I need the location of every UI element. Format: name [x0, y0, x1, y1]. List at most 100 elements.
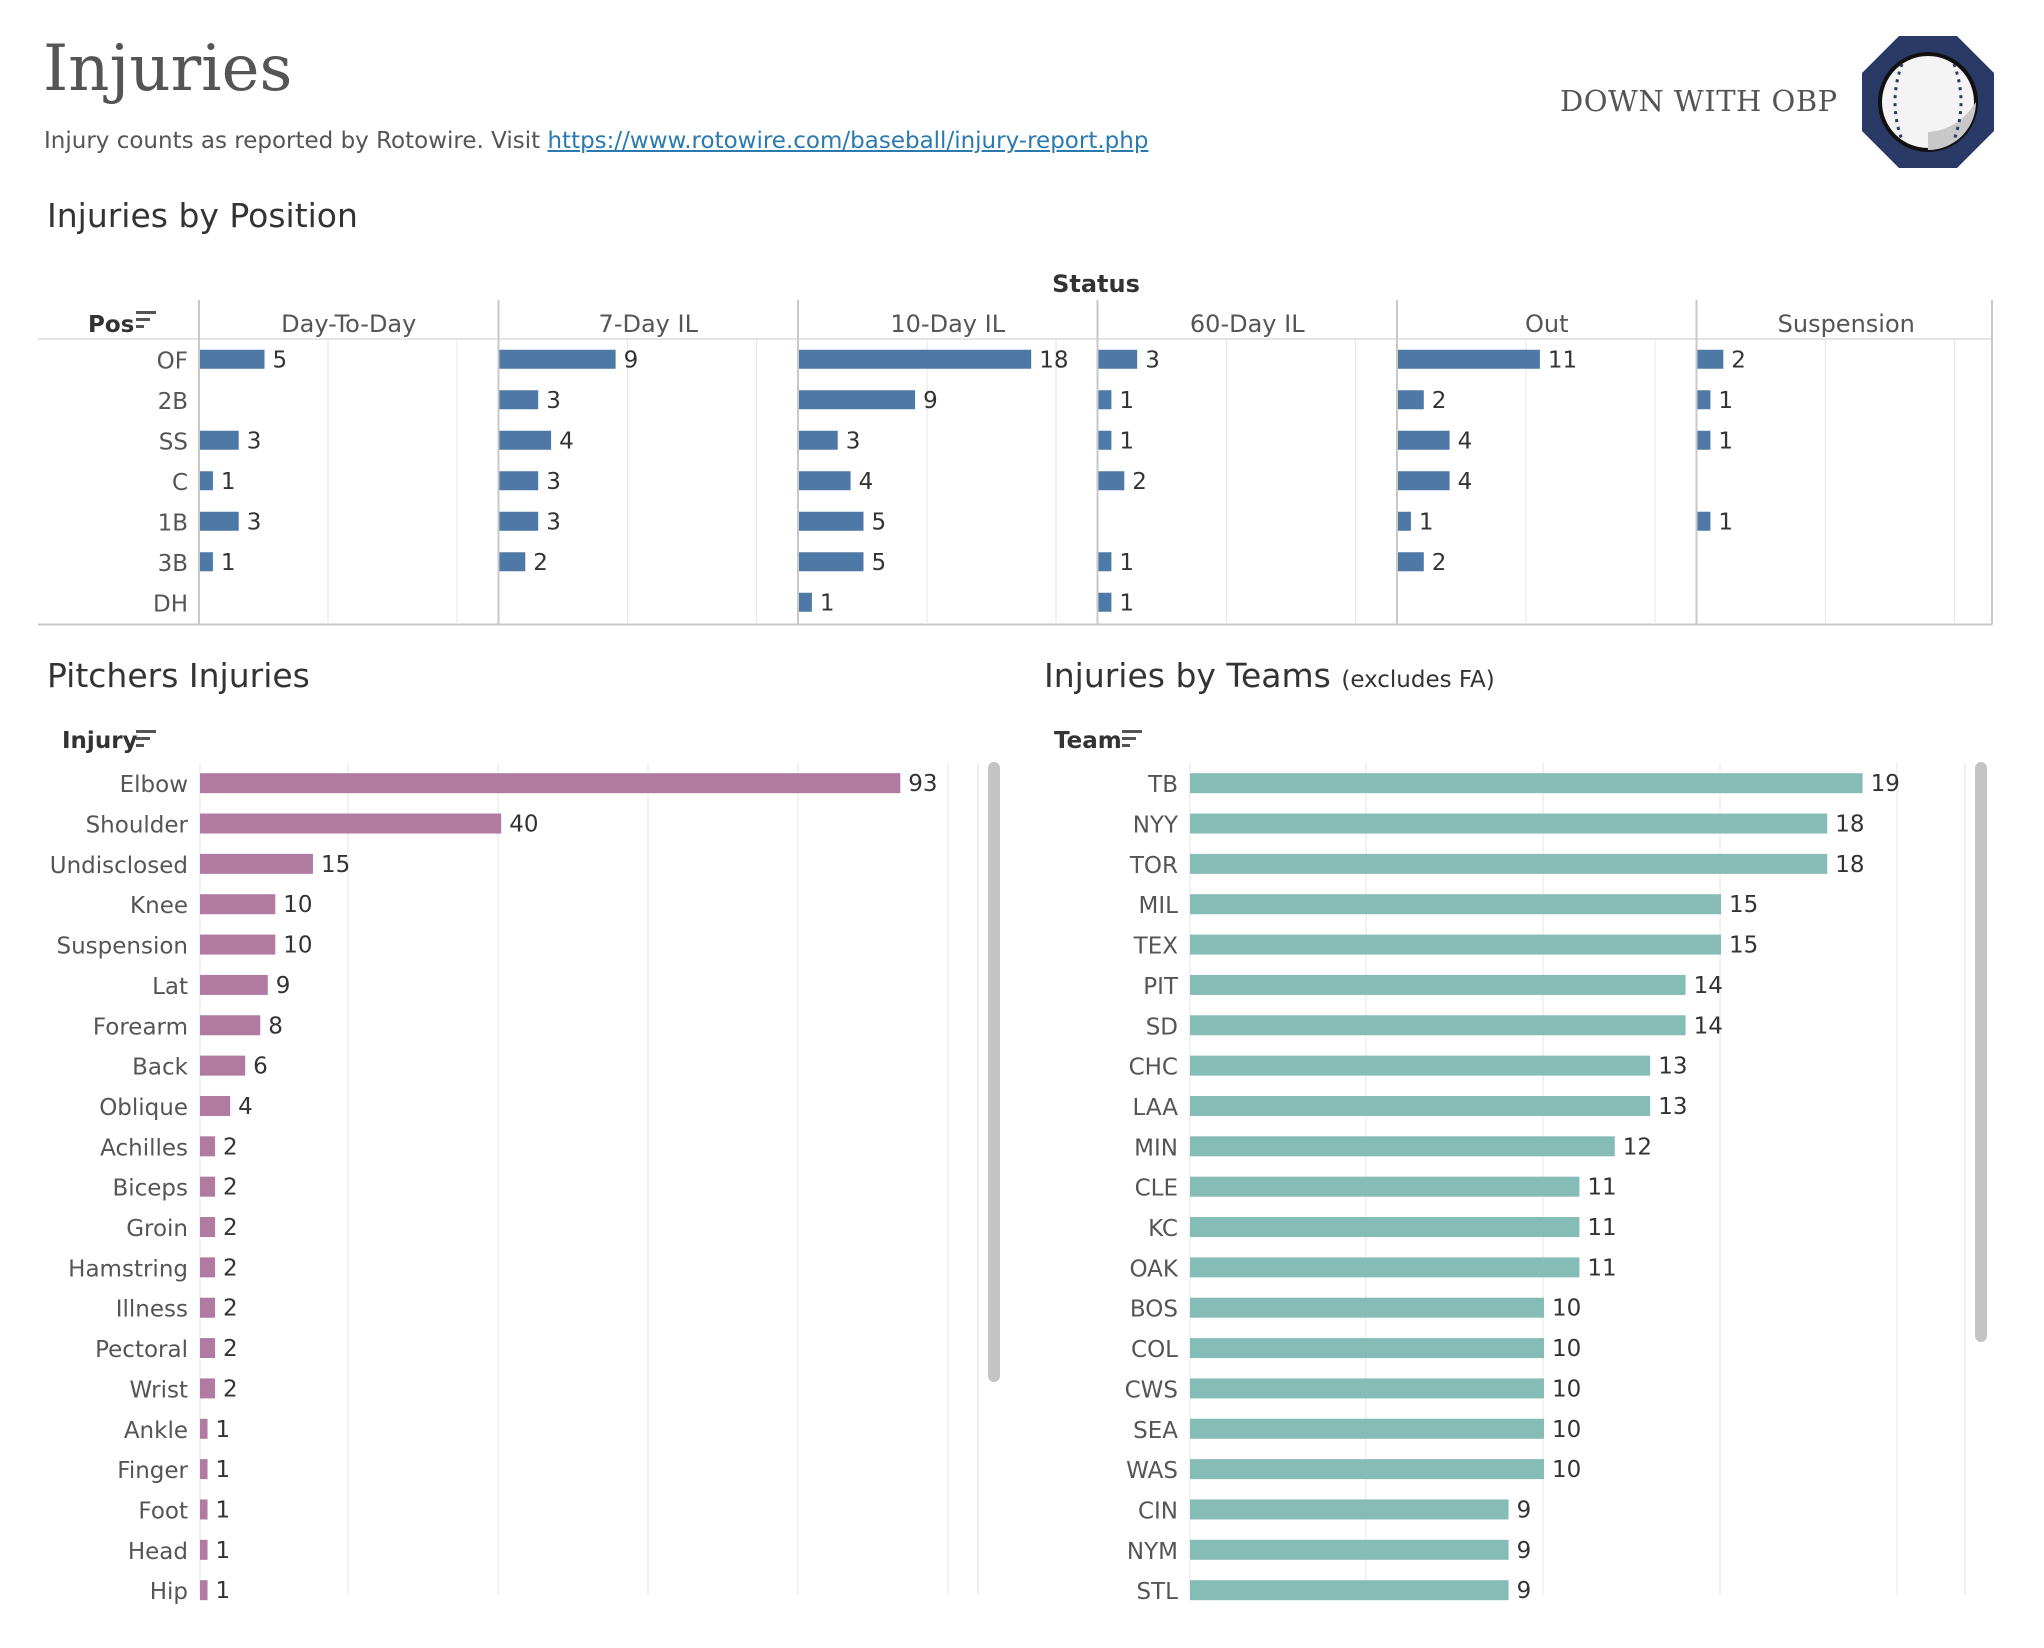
teams-bar[interactable] — [1190, 1539, 1509, 1560]
position-bar[interactable] — [1098, 349, 1138, 369]
pitchers-bar[interactable] — [200, 1459, 208, 1480]
position-bar[interactable] — [1098, 430, 1112, 450]
pitchers-scrollbar-thumb[interactable] — [988, 762, 1000, 1382]
teams-bar[interactable] — [1190, 1418, 1544, 1439]
position-bar[interactable] — [1697, 511, 1711, 531]
position-bar[interactable] — [1398, 471, 1450, 491]
baseball-icon — [1862, 36, 1994, 168]
teams-bar[interactable] — [1190, 1297, 1544, 1318]
pitchers-bar[interactable] — [200, 853, 313, 874]
position-bar[interactable] — [499, 430, 552, 450]
teams-bar[interactable] — [1190, 1217, 1580, 1238]
pitchers-bar[interactable] — [200, 1176, 216, 1197]
teams-bar[interactable] — [1190, 1257, 1580, 1278]
position-bar[interactable] — [1697, 349, 1724, 369]
position-bar[interactable] — [1098, 552, 1112, 572]
position-bar[interactable] — [1398, 390, 1424, 410]
teams-bar[interactable] — [1190, 773, 1863, 794]
teams-bar[interactable] — [1190, 894, 1721, 915]
position-bar[interactable] — [499, 511, 539, 531]
teams-bar[interactable] — [1190, 974, 1686, 995]
position-bar[interactable] — [200, 471, 213, 491]
page-subtitle: Injury counts as reported by Rotowire. V… — [44, 128, 1148, 154]
position-bar[interactable] — [799, 390, 916, 410]
teams-bar[interactable] — [1190, 1499, 1509, 1520]
position-bar[interactable] — [200, 430, 239, 450]
teams-bar[interactable] — [1190, 1015, 1686, 1036]
pitchers-row-label: Finger — [117, 1458, 188, 1484]
pos-sort-icon-line — [136, 325, 144, 328]
position-bar[interactable] — [499, 552, 526, 572]
teams-bar[interactable] — [1190, 1136, 1615, 1157]
pitchers-bar[interactable] — [200, 934, 276, 955]
pitchers-bar[interactable] — [200, 813, 502, 834]
position-bar[interactable] — [1098, 390, 1112, 410]
teams-bar-value: 14 — [1694, 973, 1723, 999]
teams-bar[interactable] — [1190, 813, 1828, 834]
pitchers-bar[interactable] — [200, 1136, 216, 1157]
pitchers-bar[interactable] — [200, 1539, 208, 1560]
pitchers-bar[interactable] — [200, 1580, 208, 1601]
position-bar[interactable] — [1398, 349, 1540, 369]
pitchers-bar[interactable] — [200, 1015, 261, 1036]
teams-bar-value: 13 — [1658, 1054, 1687, 1080]
teams-bar[interactable] — [1190, 1095, 1651, 1116]
pitchers-bar[interactable] — [200, 773, 901, 794]
position-bar[interactable] — [1697, 390, 1711, 410]
teams-section-title: Injuries by Teams (excludes FA) — [1044, 656, 1495, 695]
teams-bar[interactable] — [1190, 1459, 1544, 1480]
position-bar[interactable] — [799, 471, 851, 491]
position-bar[interactable] — [799, 349, 1032, 369]
position-bar[interactable] — [1098, 592, 1112, 612]
teams-bar[interactable] — [1190, 1176, 1580, 1197]
pitchers-bar[interactable] — [200, 1418, 208, 1439]
position-bar[interactable] — [499, 390, 539, 410]
pitchers-bar[interactable] — [200, 1217, 216, 1238]
teams-bar-value: 18 — [1835, 812, 1864, 838]
teams-bar[interactable] — [1190, 934, 1721, 955]
pitchers-bar[interactable] — [200, 894, 276, 915]
position-bar[interactable] — [1098, 471, 1125, 491]
teams-title-note: (excludes FA) — [1341, 667, 1495, 693]
position-bar[interactable] — [499, 349, 616, 369]
position-bar-value: 1 — [1119, 590, 1134, 616]
position-bar[interactable] — [200, 552, 213, 572]
pitchers-bar[interactable] — [200, 1378, 216, 1399]
pitchers-sort-icon[interactable] — [136, 730, 156, 747]
pitchers-sort-icon-line — [136, 744, 144, 747]
teams-sort-icon[interactable] — [1122, 730, 1142, 747]
pitchers-row-label: Foot — [138, 1498, 188, 1524]
pitchers-bar[interactable] — [200, 1499, 208, 1520]
teams-scrollbar-thumb[interactable] — [1975, 762, 1987, 1342]
teams-bar[interactable] — [1190, 1580, 1509, 1601]
position-bar[interactable] — [799, 592, 812, 612]
pitchers-bar[interactable] — [200, 974, 268, 995]
teams-row-label: COL — [1131, 1337, 1178, 1363]
pitchers-bar[interactable] — [200, 1055, 246, 1076]
position-bar-value: 1 — [221, 550, 236, 576]
position-bar[interactable] — [1398, 511, 1411, 531]
teams-bar[interactable] — [1190, 1378, 1544, 1399]
position-row-label: 3B — [158, 551, 188, 577]
position-bar[interactable] — [1697, 430, 1711, 450]
position-bar[interactable] — [799, 511, 864, 531]
position-bar[interactable] — [799, 552, 864, 572]
teams-row-label: KC — [1148, 1216, 1178, 1242]
position-bar[interactable] — [200, 349, 265, 369]
teams-bar[interactable] — [1190, 853, 1828, 874]
position-bar[interactable] — [200, 511, 239, 531]
pitchers-bar[interactable] — [200, 1297, 216, 1318]
position-bar-value: 1 — [1718, 388, 1733, 414]
teams-bar[interactable] — [1190, 1338, 1544, 1359]
teams-bar[interactable] — [1190, 1055, 1651, 1076]
rotowire-link[interactable]: https://www.rotowire.com/baseball/injury… — [547, 128, 1149, 154]
pos-sort-icon[interactable] — [136, 311, 156, 328]
position-bar[interactable] — [1398, 552, 1424, 572]
pitchers-bar[interactable] — [200, 1257, 216, 1278]
pitchers-bar[interactable] — [200, 1095, 231, 1116]
teams-row-label: SEA — [1133, 1418, 1178, 1444]
position-bar[interactable] — [1398, 430, 1450, 450]
position-bar[interactable] — [799, 430, 838, 450]
position-bar[interactable] — [499, 471, 539, 491]
pitchers-bar[interactable] — [200, 1338, 216, 1359]
